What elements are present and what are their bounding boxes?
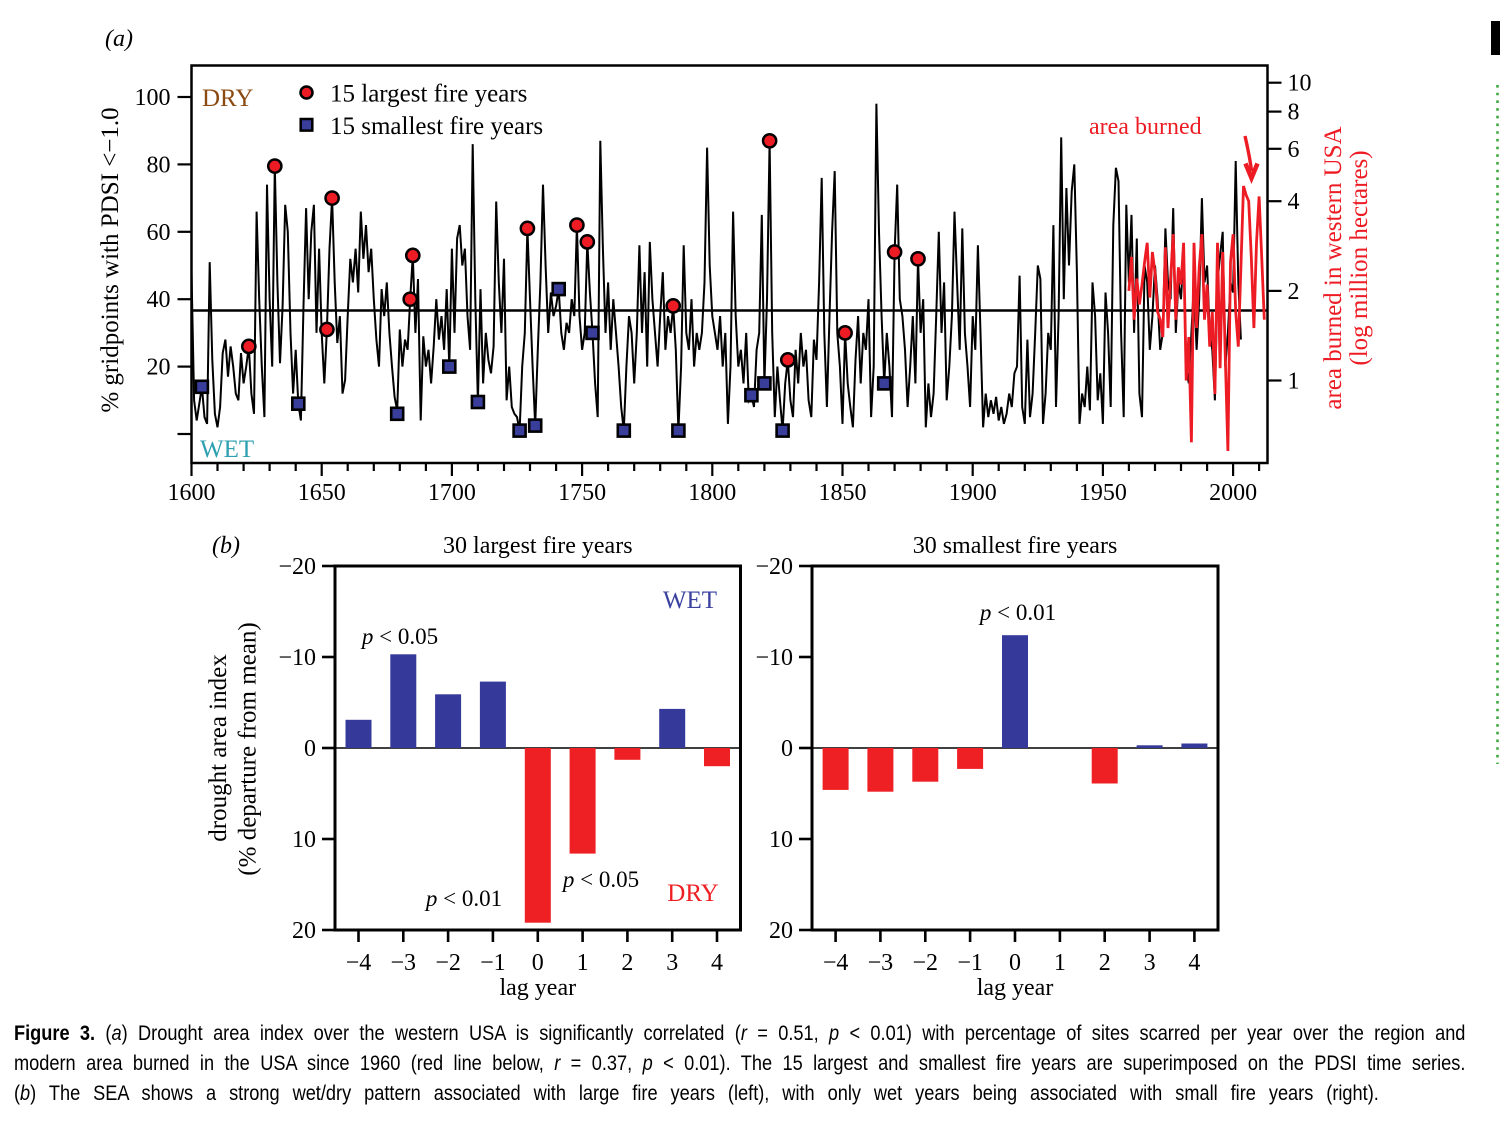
svg-text:4: 4 xyxy=(1188,950,1200,976)
svg-text:−4: −4 xyxy=(823,950,849,976)
svg-text:4: 4 xyxy=(711,950,723,976)
svg-text:1600: 1600 xyxy=(168,480,216,506)
svg-text:1750: 1750 xyxy=(558,480,606,506)
svg-text:2: 2 xyxy=(1288,279,1300,305)
svg-text:1650: 1650 xyxy=(298,480,346,506)
svg-text:6: 6 xyxy=(1288,137,1300,163)
svg-text:0: 0 xyxy=(1009,950,1021,976)
svg-text:20: 20 xyxy=(292,918,316,944)
svg-text:−20: −20 xyxy=(278,554,316,580)
svg-text:2: 2 xyxy=(621,950,633,976)
svg-text:1700: 1700 xyxy=(428,480,476,506)
svg-text:0: 0 xyxy=(304,736,316,762)
svg-text:−2: −2 xyxy=(913,950,939,976)
svg-text:p < 0.01: p < 0.01 xyxy=(424,886,502,911)
svg-text:1800: 1800 xyxy=(688,480,736,506)
svg-text:3: 3 xyxy=(666,950,678,976)
svg-text:10: 10 xyxy=(292,827,316,853)
svg-text:4: 4 xyxy=(1288,189,1300,215)
svg-text:(a): (a) xyxy=(105,26,133,52)
svg-text:drought area index: drought area index xyxy=(205,654,232,842)
svg-text:60: 60 xyxy=(147,220,171,246)
svg-text:1850: 1850 xyxy=(819,480,867,506)
svg-text:−10: −10 xyxy=(755,645,793,671)
svg-text:20: 20 xyxy=(147,355,171,381)
svg-text:WET: WET xyxy=(663,587,717,614)
svg-text:−3: −3 xyxy=(868,950,894,976)
svg-text:−20: −20 xyxy=(755,554,793,580)
svg-text:area burned: area burned xyxy=(1089,114,1202,140)
svg-text:2000: 2000 xyxy=(1209,480,1257,506)
svg-text:lag year: lag year xyxy=(499,975,576,1001)
svg-text:p < 0.05: p < 0.05 xyxy=(360,624,438,649)
svg-text:DRY: DRY xyxy=(667,880,718,907)
svg-text:20: 20 xyxy=(769,918,793,944)
svg-text:1950: 1950 xyxy=(1079,480,1127,506)
svg-text:−1: −1 xyxy=(957,950,983,976)
svg-text:−1: −1 xyxy=(480,950,506,976)
svg-text:10: 10 xyxy=(1288,71,1312,97)
svg-text:3: 3 xyxy=(1144,950,1156,976)
svg-text:p < 0.05: p < 0.05 xyxy=(561,867,639,892)
svg-text:lag year: lag year xyxy=(977,975,1054,1001)
svg-text:% gridpoints with PDSI <−1.0: % gridpoints with PDSI <−1.0 xyxy=(97,107,124,412)
svg-text:30 largest fire years: 30 largest fire years xyxy=(443,533,632,559)
svg-text:DRY: DRY xyxy=(202,85,253,112)
svg-text:0: 0 xyxy=(532,950,544,976)
svg-text:WET: WET xyxy=(200,436,254,463)
svg-text:15 largest fire years: 15 largest fire years xyxy=(330,81,527,108)
svg-text:80: 80 xyxy=(147,152,171,178)
svg-text:−2: −2 xyxy=(435,950,461,976)
svg-text:(log million hectares): (log million hectares) xyxy=(1346,150,1373,365)
svg-text:1900: 1900 xyxy=(949,480,997,506)
svg-text:10: 10 xyxy=(769,827,793,853)
svg-text:area burned in western USA: area burned in western USA xyxy=(1320,126,1347,409)
svg-text:1: 1 xyxy=(577,950,589,976)
svg-text:30 smallest fire years: 30 smallest fire years xyxy=(913,533,1118,559)
svg-text:p < 0.01: p < 0.01 xyxy=(978,600,1056,625)
svg-text:−3: −3 xyxy=(391,950,417,976)
svg-text:1: 1 xyxy=(1288,369,1300,395)
svg-text:−4: −4 xyxy=(346,950,372,976)
svg-text:−10: −10 xyxy=(278,645,316,671)
svg-text:(b): (b) xyxy=(212,533,240,559)
svg-text:(% departure from mean): (% departure from mean) xyxy=(235,622,262,875)
svg-text:100: 100 xyxy=(135,85,171,111)
svg-text:15 smallest fire years: 15 smallest fire years xyxy=(330,113,543,140)
svg-text:1: 1 xyxy=(1054,950,1066,976)
svg-text:2: 2 xyxy=(1099,950,1111,976)
svg-text:0: 0 xyxy=(781,736,793,762)
svg-text:40: 40 xyxy=(147,287,171,313)
svg-text:8: 8 xyxy=(1288,100,1300,126)
